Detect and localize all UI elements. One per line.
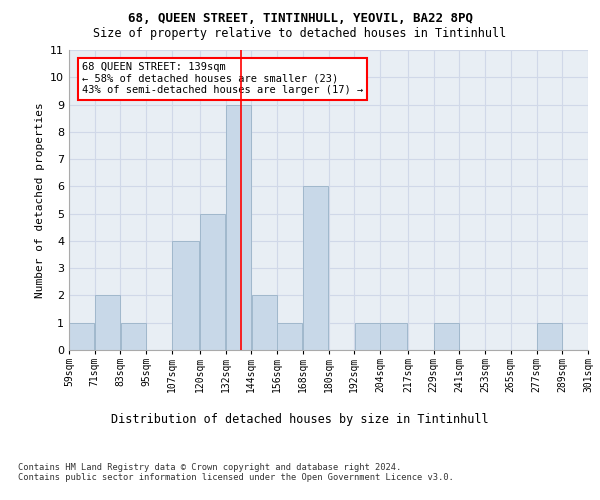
Y-axis label: Number of detached properties: Number of detached properties bbox=[35, 102, 44, 298]
Text: Size of property relative to detached houses in Tintinhull: Size of property relative to detached ho… bbox=[94, 28, 506, 40]
Bar bbox=[303, 186, 328, 350]
Bar bbox=[380, 322, 407, 350]
Bar bbox=[355, 322, 380, 350]
Bar bbox=[434, 322, 459, 350]
Bar bbox=[277, 322, 302, 350]
Text: Contains HM Land Registry data © Crown copyright and database right 2024.
Contai: Contains HM Land Registry data © Crown c… bbox=[18, 462, 454, 482]
Bar bbox=[251, 296, 277, 350]
Text: Distribution of detached houses by size in Tintinhull: Distribution of detached houses by size … bbox=[111, 412, 489, 426]
Bar bbox=[226, 104, 251, 350]
Bar bbox=[172, 241, 199, 350]
Bar bbox=[537, 322, 562, 350]
Text: 68, QUEEN STREET, TINTINHULL, YEOVIL, BA22 8PQ: 68, QUEEN STREET, TINTINHULL, YEOVIL, BA… bbox=[128, 12, 473, 26]
Text: 68 QUEEN STREET: 139sqm
← 58% of detached houses are smaller (23)
43% of semi-de: 68 QUEEN STREET: 139sqm ← 58% of detache… bbox=[82, 62, 363, 96]
Bar bbox=[95, 296, 120, 350]
Bar bbox=[200, 214, 225, 350]
Bar bbox=[121, 322, 146, 350]
Bar bbox=[70, 322, 94, 350]
